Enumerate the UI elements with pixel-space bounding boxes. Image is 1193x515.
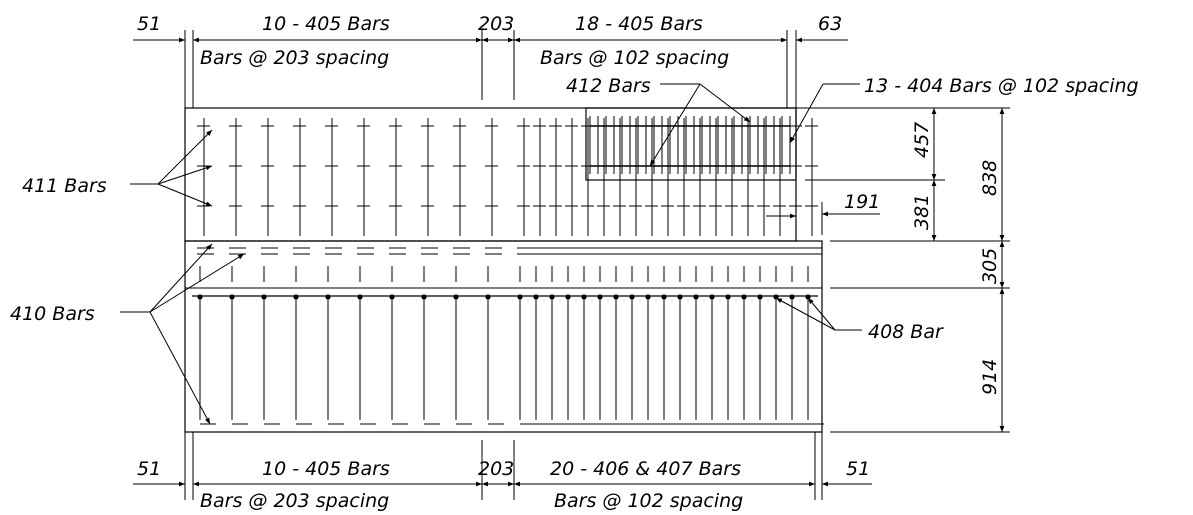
bottom-right-group-count: 20 - 406 & 407 Bars (550, 458, 741, 480)
top-middle-gap-dim: 203 (478, 13, 514, 35)
bottom-dimension-labels: 51 10 - 405 Bars Bars @ 203 spacing 203 … (137, 458, 870, 512)
bottom-right-group-spacing: Bars @ 102 spacing (554, 490, 743, 512)
bar-408-dot (325, 294, 331, 300)
bar-408-dot (581, 294, 587, 300)
bar-408-dot (709, 294, 715, 300)
bar-groups (192, 116, 824, 425)
top-left-group-spacing: Bars @ 203 spacing (200, 47, 389, 69)
top-left-edge-dim: 51 (137, 13, 161, 35)
right-dimension-lines (766, 108, 1005, 432)
top-left-group-count: 10 - 405 Bars (262, 13, 390, 35)
bar-408-dot (421, 294, 427, 300)
callout-412-bars: 412 Bars (566, 75, 651, 97)
callout-410-bars: 410 Bars (10, 303, 95, 325)
callout-411-bars: 411 Bars (22, 175, 107, 197)
bar-408-dot (805, 294, 811, 300)
top-dimension-labels: 51 10 - 405 Bars Bars @ 203 spacing 203 … (137, 13, 842, 69)
bar-408-dot (389, 294, 395, 300)
bar-408-dot (197, 294, 203, 300)
upper-wall-outline (184, 107, 797, 242)
top-right-group-count: 18 - 405 Bars (575, 13, 703, 35)
callout-labels: 412 Bars 13 - 404 Bars @ 102 spacing 411… (10, 75, 1139, 343)
leader-lines (120, 83, 862, 425)
bar-408-dot (597, 294, 603, 300)
bottom-middle-gap-dim: 203 (478, 458, 514, 480)
top-right-edge-dim: 63 (818, 13, 842, 35)
dim-838: 838 (979, 160, 1001, 196)
bottom-right-edge-dim: 51 (846, 458, 870, 480)
bar-408-dot (533, 294, 539, 300)
dim-191: 191 (844, 191, 880, 213)
dim-914: 914 (979, 359, 1001, 395)
top-right-group-spacing: Bars @ 102 spacing (540, 47, 729, 69)
bar-408-dot (677, 294, 683, 300)
bottom-left-group-count: 10 - 405 Bars (262, 458, 390, 480)
bar-408-dot (661, 294, 667, 300)
extension-lines (184, 30, 1010, 500)
bar-408-dot (229, 294, 235, 300)
bar-408-dot (261, 294, 267, 300)
bar-408-dot (485, 294, 491, 300)
right-dimension-labels: 457 381 838 191 305 914 (844, 122, 1001, 395)
bar-408-dot (693, 294, 699, 300)
bottom-left-group-spacing: Bars @ 203 spacing (200, 490, 389, 512)
bar-408-dot (789, 294, 795, 300)
bar-408-dot (725, 294, 731, 300)
dim-381: 381 (911, 194, 933, 230)
bottom-left-edge-dim: 51 (137, 458, 161, 480)
bar-408-dot (357, 294, 363, 300)
bar-408-dot (549, 294, 555, 300)
lower-slab-outline (184, 240, 823, 433)
bar-408-dot (565, 294, 571, 300)
bar-408-dot (293, 294, 299, 300)
bar-408-dot (757, 294, 763, 300)
dim-457: 457 (911, 122, 933, 158)
bar-408-dot (613, 294, 619, 300)
bar-408-dot (453, 294, 459, 300)
callout-404-bars: 13 - 404 Bars @ 102 spacing (864, 75, 1139, 97)
bar-408-dot (517, 294, 523, 300)
bar-408-dot (741, 294, 747, 300)
dim-305: 305 (979, 248, 1001, 284)
callout-408-bar: 408 Bar (868, 321, 944, 343)
bar-408-dot (629, 294, 635, 300)
bar-408-dot (645, 294, 651, 300)
